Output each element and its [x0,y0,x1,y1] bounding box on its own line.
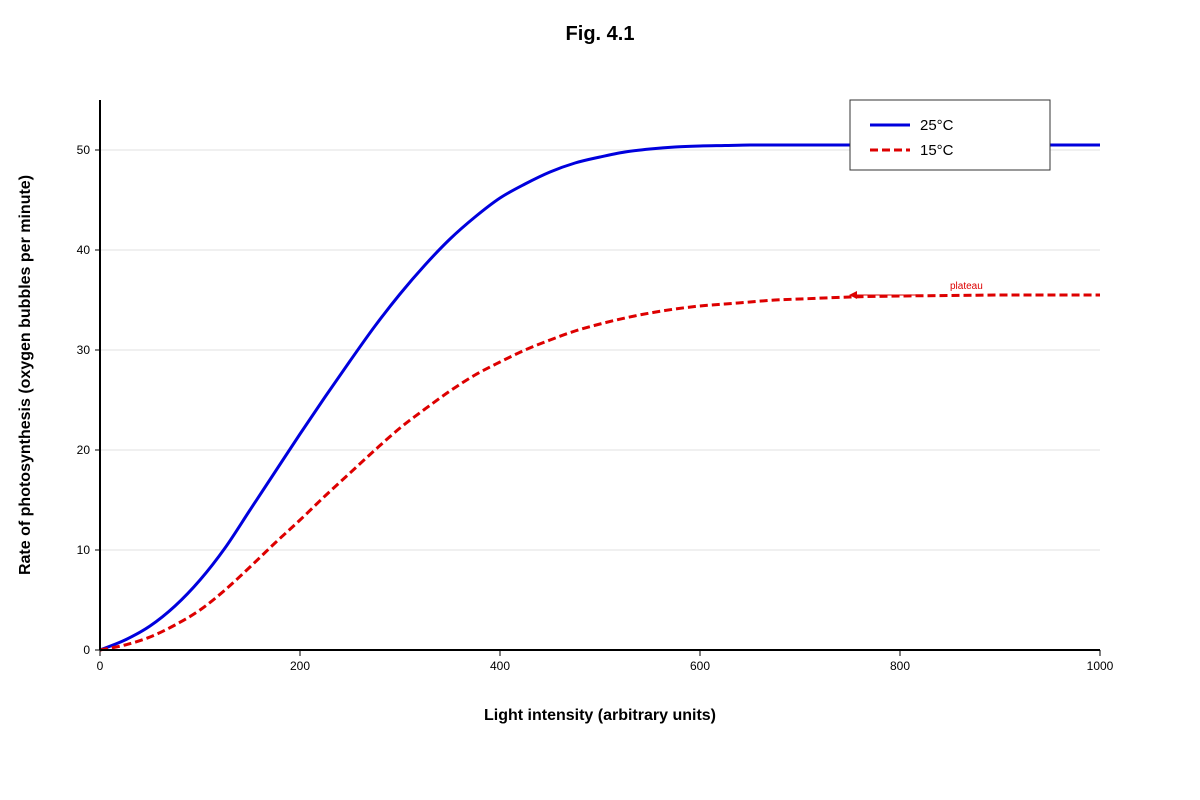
y-axis-ticks: 0 10 20 30 40 50 [77,143,100,657]
x-axis-label: Light intensity (arbitrary units) [484,707,716,724]
series-line-25c [99,143,1100,652]
gridlines [100,149,1100,551]
x-tick-label-200: 200 [290,659,310,673]
y-tick-label-30: 30 [77,343,91,357]
chart-title: Fig. 4.1 [566,23,635,45]
x-tick-label-600: 600 [690,659,710,673]
legend-label-25c: 25°C [920,117,954,134]
x-tick-label-800: 800 [890,659,910,673]
x-axis-ticks: 0 200 400 600 800 1000 [97,650,1114,673]
y-tick-label-10: 10 [77,543,91,557]
series-line-15c [99,293,1100,652]
y-tick-label-40: 40 [77,243,91,257]
legend-box [849,99,1051,171]
y-tick-label-50: 50 [77,143,91,157]
legend: 25°C 15°C [849,99,1051,171]
legend-label-15c: 15°C [920,142,954,159]
x-tick-label-1000: 1000 [1087,659,1114,673]
x-tick-label-400: 400 [490,659,510,673]
annotation-label-15c: plateau [950,281,983,292]
series-layer [99,143,1100,652]
x-tick-label-0: 0 [97,659,104,673]
y-tick-label-0: 0 [83,643,90,657]
y-axis-label: Rate of photosynthesis (oxygen bubbles p… [17,175,34,575]
y-tick-label-20: 20 [77,443,91,457]
